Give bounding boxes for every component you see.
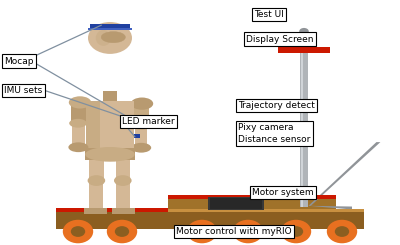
Text: LED marker: LED marker bbox=[122, 117, 175, 126]
Ellipse shape bbox=[107, 220, 137, 243]
Bar bbox=[302, 31, 306, 47]
Text: Test UI: Test UI bbox=[254, 10, 284, 19]
Bar bbox=[134, 134, 140, 138]
Ellipse shape bbox=[289, 226, 303, 237]
Text: Trajectory detect: Trajectory detect bbox=[238, 101, 315, 110]
Bar bbox=[72, 122, 85, 147]
Bar bbox=[86, 101, 100, 148]
Ellipse shape bbox=[132, 121, 150, 130]
Bar bbox=[56, 209, 364, 212]
Ellipse shape bbox=[101, 32, 126, 43]
Text: Motor control with myRIO: Motor control with myRIO bbox=[176, 227, 292, 236]
Bar bbox=[56, 211, 364, 229]
Bar bbox=[103, 91, 117, 101]
Bar bbox=[86, 101, 134, 148]
Ellipse shape bbox=[85, 147, 135, 162]
Bar bbox=[132, 117, 139, 123]
Ellipse shape bbox=[335, 226, 349, 237]
Bar bbox=[71, 100, 86, 124]
Text: Display Screen: Display Screen bbox=[246, 35, 314, 44]
Bar bbox=[300, 44, 308, 207]
Text: Mocap: Mocap bbox=[4, 57, 34, 66]
Ellipse shape bbox=[114, 175, 132, 186]
Ellipse shape bbox=[241, 226, 255, 237]
Ellipse shape bbox=[281, 220, 311, 243]
Bar bbox=[210, 198, 262, 209]
Bar bbox=[116, 181, 130, 208]
Bar bbox=[116, 157, 130, 181]
Bar bbox=[168, 195, 336, 199]
Text: Pixy camera
Distance sensor: Pixy camera Distance sensor bbox=[238, 123, 310, 144]
Bar bbox=[88, 28, 132, 30]
Ellipse shape bbox=[327, 220, 357, 243]
Polygon shape bbox=[308, 206, 352, 209]
Bar bbox=[85, 148, 135, 160]
Bar bbox=[278, 47, 330, 53]
Bar bbox=[301, 44, 303, 207]
Bar bbox=[168, 199, 336, 211]
Ellipse shape bbox=[195, 226, 209, 237]
Ellipse shape bbox=[68, 142, 88, 152]
Ellipse shape bbox=[96, 30, 111, 46]
Ellipse shape bbox=[131, 98, 153, 110]
Ellipse shape bbox=[63, 220, 93, 243]
Bar bbox=[134, 102, 149, 126]
Ellipse shape bbox=[131, 143, 151, 153]
Ellipse shape bbox=[132, 118, 139, 122]
Bar bbox=[89, 157, 104, 181]
Text: Motor system: Motor system bbox=[252, 188, 314, 197]
Ellipse shape bbox=[115, 226, 129, 237]
Ellipse shape bbox=[71, 226, 85, 237]
Ellipse shape bbox=[233, 220, 263, 243]
Bar bbox=[84, 208, 107, 214]
Bar bbox=[208, 197, 264, 210]
Ellipse shape bbox=[88, 22, 132, 54]
Ellipse shape bbox=[69, 96, 91, 109]
Bar bbox=[294, 124, 301, 130]
Polygon shape bbox=[308, 142, 380, 206]
Ellipse shape bbox=[299, 28, 309, 35]
Ellipse shape bbox=[69, 119, 87, 128]
Bar bbox=[135, 124, 147, 147]
Bar bbox=[89, 181, 103, 208]
Ellipse shape bbox=[187, 220, 217, 243]
Bar bbox=[90, 24, 130, 30]
Bar bbox=[56, 208, 168, 212]
Ellipse shape bbox=[88, 175, 105, 186]
Text: IMU sets: IMU sets bbox=[4, 86, 42, 95]
Bar bbox=[112, 208, 135, 214]
